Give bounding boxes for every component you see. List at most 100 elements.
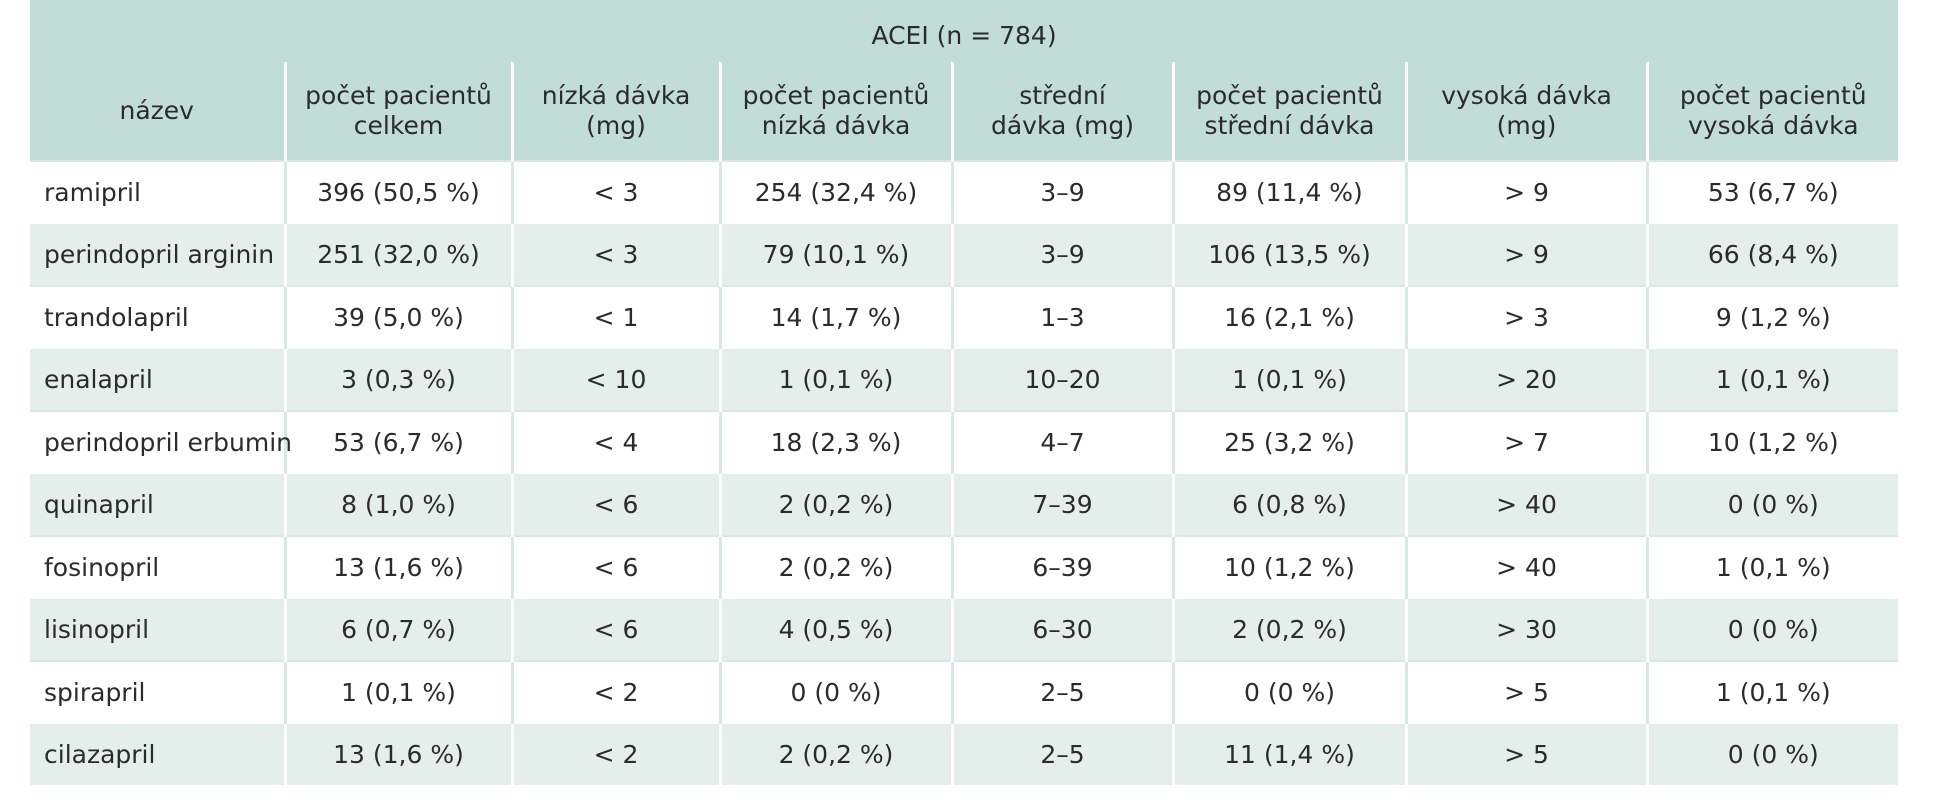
low-dose-cell: < 2 [510,660,720,724]
low-dose-cell: < 6 [510,598,720,661]
table-row: perindopril arginin 251 (32,0 %) < 3 79 (10… [30,223,1899,286]
col-header-patients-low-dose: počet pacientů nízká dávka [718,62,952,161]
patients-medium-dose-cell: 6 (0,8 %) [1171,473,1406,536]
total-patients-cell: 3 (0,3 %) [283,348,512,411]
low-dose-cell: < 6 [510,473,720,536]
patients-low-dose-cell: 18 (2,3 %) [718,410,952,474]
col-header-name: název [30,62,285,161]
table-row: trandolapril 39 (5,0 %) < 1 14 (1,7 %) 1–3 16… [30,285,1899,349]
table-row: enalapril 3 (0,3 %) < 10 1 (0,1 %) 10–20 1 (0… [30,348,1899,411]
high-dose-cell: > 20 [1404,348,1647,411]
patients-high-dose-cell: 1 (0,1 %) [1645,660,1899,724]
col-header-low-dose: nízká dávka (mg) [510,62,720,161]
drug-name-cell: quinapril [30,473,285,536]
patients-low-dose-cell: 1 (0,1 %) [718,348,952,411]
patients-low-dose-cell: 0 (0 %) [718,660,952,724]
low-dose-cell: < 4 [510,410,720,474]
low-dose-cell: < 6 [510,535,720,599]
header-line: název [119,96,194,125]
drug-name-cell: trandolapril [30,285,285,349]
total-patients-cell: 396 (50,5 %) [283,160,512,224]
header-line: (mg) [1496,111,1557,140]
col-header-patients-medium-dose: počet pacientů střední dávka [1171,62,1406,161]
patients-high-dose-cell: 1 (0,1 %) [1645,348,1899,411]
header-line: vysoká dávka [1687,111,1859,140]
header-line: střední dávka [1204,111,1375,140]
col-header-high-dose: vysoká dávka (mg) [1404,62,1647,161]
table-row: perindopril erbumin 53 (6,7 %) < 4 18 (2,3 … [30,410,1899,474]
high-dose-cell: > 30 [1404,598,1647,661]
header-line: celkem [353,111,444,140]
high-dose-cell: > 3 [1404,285,1647,349]
header-line: nízká dávka [541,81,691,110]
header-line: počet pacientů [1679,81,1867,110]
drug-name-cell: enalapril [30,348,285,411]
acei-dosage-table: ACEI (n = 784) název počet pacientů celkem… [30,0,1899,785]
high-dose-cell: > 5 [1404,723,1647,785]
medium-dose-cell: 3–9 [950,160,1173,224]
total-patients-cell: 13 (1,6 %) [283,723,512,785]
patients-medium-dose-cell: 89 (11,4 %) [1171,160,1406,224]
patients-high-dose-cell: 1 (0,1 %) [1645,535,1899,599]
medium-dose-cell: 3–9 [950,223,1173,286]
medium-dose-cell: 2–5 [950,660,1173,724]
drug-name-cell: ramipril [30,160,285,224]
low-dose-cell: < 3 [510,223,720,286]
patients-medium-dose-cell: 16 (2,1 %) [1171,285,1406,349]
patients-high-dose-cell: 0 (0 %) [1645,473,1899,536]
table-body: ramipril 396 (50,5 %) < 3 254 (32,4 %) 3–9 89… [30,160,1899,785]
total-patients-cell: 251 (32,0 %) [283,223,512,286]
patients-medium-dose-cell: 25 (3,2 %) [1171,410,1406,474]
patients-medium-dose-cell: 106 (13,5 %) [1171,223,1406,286]
drug-name-cell: lisinopril [30,598,285,661]
high-dose-cell: > 9 [1404,160,1647,224]
drug-name-cell: fosinopril [30,535,285,599]
patients-high-dose-cell: 0 (0 %) [1645,723,1899,785]
medium-dose-cell: 2–5 [950,723,1173,785]
patients-high-dose-cell: 66 (8,4 %) [1645,223,1899,286]
patients-high-dose-cell: 10 (1,2 %) [1645,410,1899,474]
total-patients-cell: 39 (5,0 %) [283,285,512,349]
medium-dose-cell: 1–3 [950,285,1173,349]
patients-low-dose-cell: 254 (32,4 %) [718,160,952,224]
patients-low-dose-cell: 79 (10,1 %) [718,223,952,286]
medium-dose-cell: 7–39 [950,473,1173,536]
total-patients-cell: 53 (6,7 %) [283,410,512,474]
col-header-total-patients: počet pacientů celkem [283,62,512,161]
table-header: ACEI (n = 784) název počet pacientů celkem… [30,0,1899,161]
header-line: dávka (mg) [990,111,1135,140]
patients-low-dose-cell: 2 (0,2 %) [718,723,952,785]
high-dose-cell: > 40 [1404,473,1647,536]
drug-name-cell: spirapril [30,660,285,724]
patients-medium-dose-cell: 11 (1,4 %) [1171,723,1406,785]
header-line: počet pacientů [305,81,492,110]
patients-low-dose-cell: 4 (0,5 %) [718,598,952,661]
high-dose-cell: > 9 [1404,223,1647,286]
patients-high-dose-cell: 0 (0 %) [1645,598,1899,661]
table-row: ramipril 396 (50,5 %) < 3 254 (32,4 %) 3–9 89… [30,160,1899,224]
total-patients-cell: 1 (0,1 %) [283,660,512,724]
patients-medium-dose-cell: 2 (0,2 %) [1171,598,1406,661]
total-patients-cell: 13 (1,6 %) [283,535,512,599]
patients-low-dose-cell: 2 (0,2 %) [718,535,952,599]
low-dose-cell: < 10 [510,348,720,411]
drug-name-cell: perindopril erbumin [30,410,292,474]
table-title: ACEI (n = 784) [30,0,1899,62]
header-line: počet pacientů [1196,81,1383,110]
medium-dose-cell: 6–39 [950,535,1173,599]
drug-name-cell: perindopril arginin [30,223,285,286]
patients-high-dose-cell: 53 (6,7 %) [1645,160,1899,224]
low-dose-cell: < 1 [510,285,720,349]
header-line: střední [1019,81,1106,110]
patients-medium-dose-cell: 1 (0,1 %) [1171,348,1406,411]
col-header-patients-high-dose: počet pacientů vysoká dávka [1645,62,1899,161]
patients-high-dose-cell: 9 (1,2 %) [1645,285,1899,349]
column-header-row: název počet pacientů celkem nízká dávka (mg)… [30,62,1899,161]
patients-low-dose-cell: 2 (0,2 %) [718,473,952,536]
col-header-medium-dose: střední dávka (mg) [950,62,1173,161]
